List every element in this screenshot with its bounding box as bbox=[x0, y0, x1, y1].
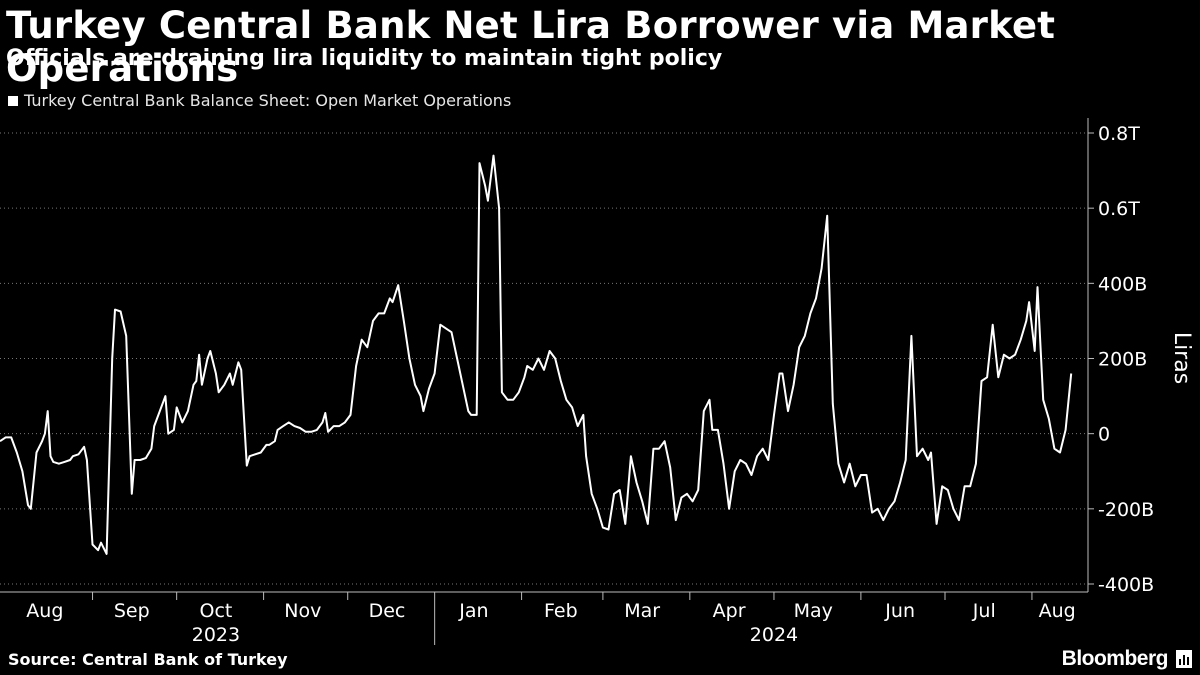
y-tick-label: 200B bbox=[1098, 349, 1147, 371]
chart-title: Turkey Central Bank Net Lira Borrower vi… bbox=[6, 4, 1056, 90]
brand-name: Bloomberg bbox=[1061, 647, 1169, 670]
y-tick-label: 400B bbox=[1098, 273, 1147, 295]
y-tick-label: -200B bbox=[1098, 499, 1154, 521]
x-tick-label: Dec bbox=[369, 600, 406, 622]
year-label: 2024 bbox=[750, 624, 798, 646]
legend-swatch bbox=[8, 95, 18, 106]
chart-subtitle: Officials are draining lira liquidity to… bbox=[6, 46, 723, 71]
series-layer bbox=[0, 154, 1073, 555]
axes: 0.8T 0.6T 400B 200B 0 -200B -400B Aug Sep Oct Nov D… bbox=[0, 118, 1154, 646]
y-axis-label: Liras bbox=[1169, 332, 1194, 384]
legend: Turkey Central Bank Balance Sheet: Open … bbox=[8, 91, 511, 110]
series-line bbox=[0, 154, 1073, 555]
brand: Bloomberg bbox=[1062, 647, 1192, 671]
x-tick-label: Feb bbox=[544, 600, 578, 622]
x-tick-label: Sep bbox=[114, 600, 150, 622]
legend-label: Turkey Central Bank Balance Sheet: Open … bbox=[24, 91, 512, 110]
x-tick-label: Jun bbox=[884, 600, 915, 622]
x-tick-label: Jan bbox=[458, 600, 488, 622]
x-tick-label: Aug bbox=[26, 600, 63, 622]
x-tick-label: Aug bbox=[1039, 600, 1076, 622]
bloomberg-chart-icon bbox=[1176, 650, 1192, 668]
x-tick-label: Jul bbox=[972, 600, 996, 622]
grid-lines bbox=[0, 132, 1088, 585]
y-tick-label: 0.6T bbox=[1098, 198, 1140, 220]
year-label: 2023 bbox=[192, 624, 240, 646]
source-note: Source: Central Bank of Turkey bbox=[8, 650, 288, 669]
y-tick-label: -400B bbox=[1098, 574, 1154, 596]
x-tick-label: Mar bbox=[624, 600, 660, 622]
y-tick-label: 0 bbox=[1098, 424, 1110, 446]
x-tick-label: Nov bbox=[284, 600, 321, 622]
x-tick-label: Apr bbox=[713, 600, 746, 622]
x-tick-label: May bbox=[794, 600, 833, 622]
y-tick-label: 0.8T bbox=[1098, 123, 1140, 145]
x-tick-label: Oct bbox=[199, 600, 232, 622]
